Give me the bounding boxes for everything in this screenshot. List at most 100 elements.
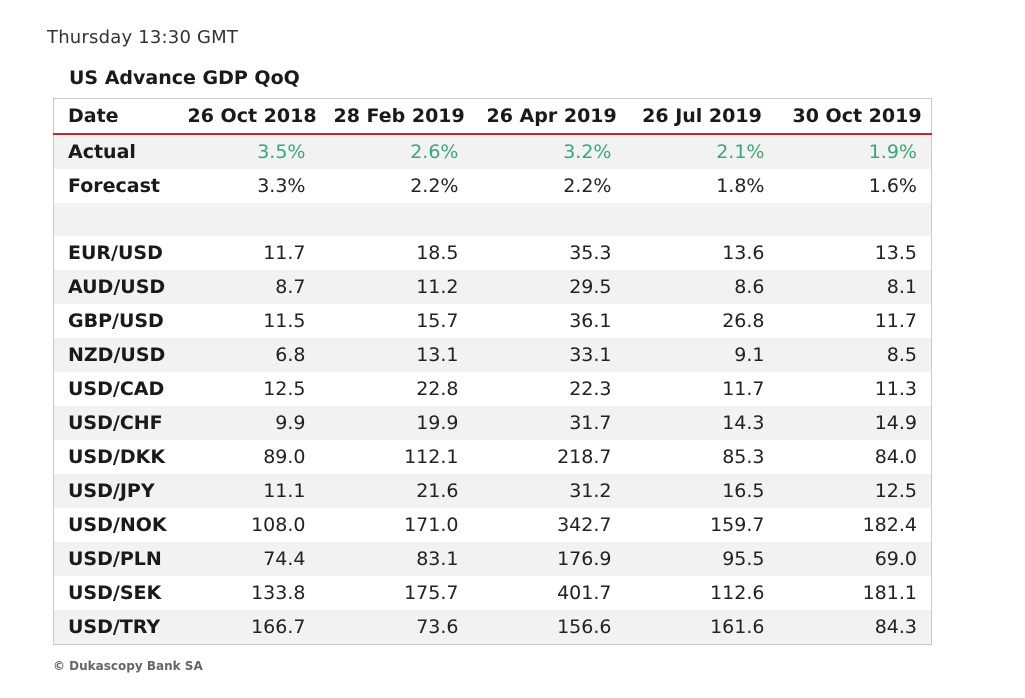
pair-value: 36.1 [472, 304, 626, 338]
pair-value: 69.0 [778, 542, 932, 576]
pair-value: 8.6 [625, 270, 779, 304]
gdp-volatility-table: Date 26 Oct 2018 28 Feb 2019 26 Apr 2019… [53, 98, 932, 645]
pair-value: 175.7 [319, 576, 473, 610]
pair-value: 35.3 [472, 236, 626, 270]
forecast-value: 3.3% [173, 169, 320, 203]
table-header-row: Date 26 Oct 2018 28 Feb 2019 26 Apr 2019… [53, 98, 932, 135]
pair-value: 12.5 [778, 474, 932, 508]
column-header: 30 Oct 2019 [778, 98, 932, 135]
pair-value: 21.6 [319, 474, 473, 508]
table-row: USD/CHF 9.9 19.9 31.7 14.3 14.9 [53, 406, 932, 440]
pair-value: 89.0 [173, 440, 320, 474]
pair-value: 15.7 [319, 304, 473, 338]
pair-value: 11.7 [625, 372, 779, 406]
row-label: Forecast [53, 169, 174, 203]
table-row: USD/JPY 11.1 21.6 31.2 16.5 12.5 [53, 474, 932, 508]
column-header: 26 Jul 2019 [625, 98, 779, 135]
pair-value: 176.9 [472, 542, 626, 576]
pair-value: 11.1 [173, 474, 320, 508]
forecast-value: 1.8% [625, 169, 779, 203]
pair-value: 73.6 [319, 610, 473, 645]
column-header: 26 Oct 2018 [173, 98, 320, 135]
pair-label: USD/TRY [53, 610, 174, 645]
pair-value: 22.8 [319, 372, 473, 406]
forecast-row: Forecast 3.3% 2.2% 2.2% 1.8% 1.6% [53, 169, 932, 203]
table-row: USD/DKK 89.0 112.1 218.7 85.3 84.0 [53, 440, 932, 474]
pair-label: NZD/USD [53, 338, 174, 372]
pair-value: 11.5 [173, 304, 320, 338]
pair-label: USD/JPY [53, 474, 174, 508]
pair-value: 11.7 [778, 304, 932, 338]
pair-value: 84.0 [778, 440, 932, 474]
table-row: GBP/USD 11.5 15.7 36.1 26.8 11.7 [53, 304, 932, 338]
pair-label: EUR/USD [53, 236, 174, 270]
pair-value: 342.7 [472, 508, 626, 542]
pair-value: 84.3 [778, 610, 932, 645]
pair-value: 182.4 [778, 508, 932, 542]
pair-value: 161.6 [625, 610, 779, 645]
pair-value: 13.5 [778, 236, 932, 270]
pair-value: 218.7 [472, 440, 626, 474]
table-row: USD/CAD 12.5 22.8 22.3 11.7 11.3 [53, 372, 932, 406]
pair-label: USD/PLN [53, 542, 174, 576]
pair-value: 9.9 [173, 406, 320, 440]
table-row: USD/TRY 166.7 73.6 156.6 161.6 84.3 [53, 610, 932, 645]
spacer-cell [53, 203, 932, 236]
table-row: AUD/USD 8.7 11.2 29.5 8.6 8.1 [53, 270, 932, 304]
pair-value: 83.1 [319, 542, 473, 576]
pair-value: 74.4 [173, 542, 320, 576]
pair-label: GBP/USD [53, 304, 174, 338]
column-header: Date [53, 98, 174, 135]
pair-value: 6.8 [173, 338, 320, 372]
pair-value: 171.0 [319, 508, 473, 542]
pair-label: USD/DKK [53, 440, 174, 474]
pair-value: 11.7 [173, 236, 320, 270]
pair-value: 14.3 [625, 406, 779, 440]
pair-value: 108.0 [173, 508, 320, 542]
pair-value: 26.8 [625, 304, 779, 338]
column-header: 26 Apr 2019 [472, 98, 626, 135]
pair-label: USD/CHF [53, 406, 174, 440]
pair-value: 133.8 [173, 576, 320, 610]
pair-value: 85.3 [625, 440, 779, 474]
actual-value: 2.1% [625, 134, 779, 169]
table-row: USD/SEK 133.8 175.7 401.7 112.6 181.1 [53, 576, 932, 610]
pair-value: 112.1 [319, 440, 473, 474]
pair-value: 166.7 [173, 610, 320, 645]
pair-value: 95.5 [625, 542, 779, 576]
column-header: 28 Feb 2019 [319, 98, 473, 135]
pair-value: 12.5 [173, 372, 320, 406]
row-label: Actual [53, 134, 174, 169]
pair-value: 13.6 [625, 236, 779, 270]
table-row: NZD/USD 6.8 13.1 33.1 9.1 8.5 [53, 338, 932, 372]
actual-value: 1.9% [778, 134, 932, 169]
pair-value: 13.1 [319, 338, 473, 372]
copyright-notice: © Dukascopy Bank SA [53, 659, 203, 673]
pair-value: 19.9 [319, 406, 473, 440]
pair-label: USD/CAD [53, 372, 174, 406]
pair-value: 22.3 [472, 372, 626, 406]
pair-value: 9.1 [625, 338, 779, 372]
forecast-value: 2.2% [472, 169, 626, 203]
forecast-value: 2.2% [319, 169, 473, 203]
pair-value: 181.1 [778, 576, 932, 610]
pair-value: 8.7 [173, 270, 320, 304]
pair-value: 31.7 [472, 406, 626, 440]
pair-value: 11.3 [778, 372, 932, 406]
pair-value: 11.2 [319, 270, 473, 304]
actual-value: 3.5% [173, 134, 320, 169]
actual-row: Actual 3.5% 2.6% 3.2% 2.1% 1.9% [53, 134, 932, 169]
actual-value: 2.6% [319, 134, 473, 169]
pair-value: 18.5 [319, 236, 473, 270]
forecast-value: 1.6% [778, 169, 932, 203]
table-row: EUR/USD 11.7 18.5 35.3 13.6 13.5 [53, 236, 932, 270]
pair-label: AUD/USD [53, 270, 174, 304]
pair-value: 8.5 [778, 338, 932, 372]
table-title: US Advance GDP QoQ [69, 67, 300, 89]
pair-value: 401.7 [472, 576, 626, 610]
pair-value: 16.5 [625, 474, 779, 508]
pair-value: 33.1 [472, 338, 626, 372]
actual-value: 3.2% [472, 134, 626, 169]
pair-value: 156.6 [472, 610, 626, 645]
pair-value: 29.5 [472, 270, 626, 304]
